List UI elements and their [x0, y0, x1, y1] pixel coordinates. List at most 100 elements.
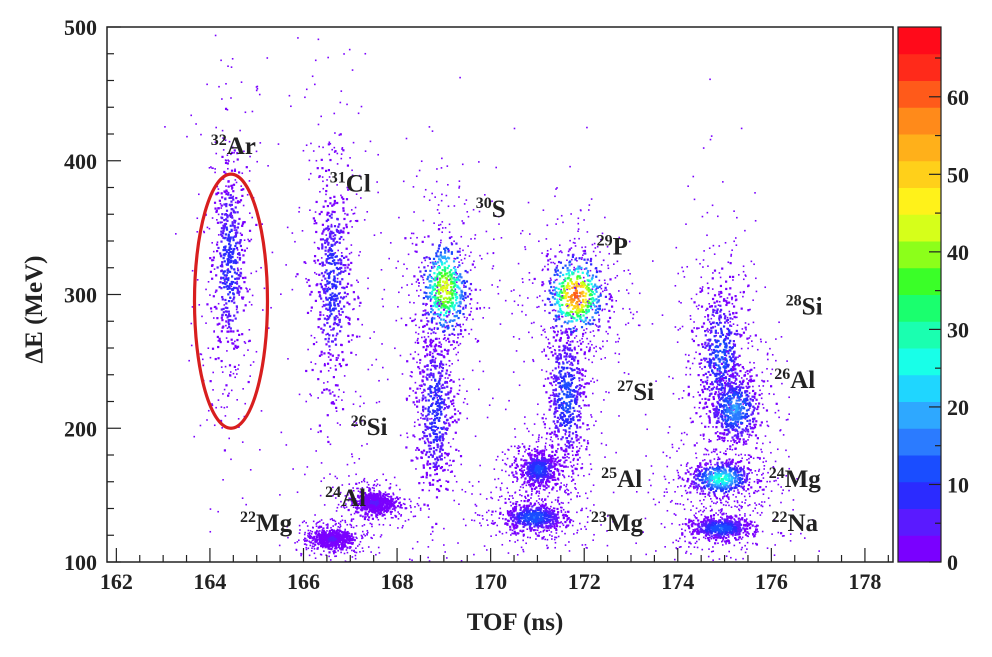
- heat-point: [745, 416, 749, 419]
- heat-point: [730, 409, 733, 412]
- heat-point: [742, 331, 746, 334]
- heat-point: [322, 300, 325, 303]
- heat-point: [745, 397, 748, 400]
- heat-point: [314, 262, 317, 264]
- heat-point: [342, 231, 345, 234]
- heat-point: [731, 249, 733, 252]
- heat-point: [408, 395, 411, 397]
- heat-point: [313, 222, 316, 225]
- heat-point: [474, 288, 477, 291]
- heat-point: [563, 424, 567, 428]
- heat-point: [222, 236, 225, 239]
- heat-point: [733, 240, 735, 243]
- heat-point: [415, 449, 417, 451]
- heat-point: [420, 275, 423, 278]
- heat-point: [411, 371, 413, 374]
- heat-point: [717, 351, 720, 354]
- heat-point: [452, 489, 454, 492]
- heat-point: [559, 339, 562, 342]
- heat-point: [442, 284, 445, 287]
- heat-point: [409, 317, 412, 319]
- heat-point: [560, 366, 564, 369]
- heat-point: [692, 505, 694, 507]
- heat-point: [211, 403, 213, 405]
- heat-point: [560, 402, 563, 405]
- heat-point: [190, 344, 193, 347]
- heat-point: [571, 417, 574, 420]
- heat-point: [432, 266, 435, 269]
- heat-point: [353, 425, 356, 427]
- heat-point: [329, 142, 332, 145]
- heat-point: [427, 313, 430, 316]
- heat-point: [248, 301, 251, 303]
- colorbar-segment: [898, 27, 941, 55]
- heat-point: [730, 391, 733, 394]
- heat-point: [576, 458, 580, 461]
- heat-point: [680, 301, 682, 304]
- heat-point: [381, 343, 383, 345]
- heat-point: [436, 209, 439, 211]
- heat-point: [480, 258, 483, 260]
- heat-point: [455, 341, 459, 344]
- heat-point: [555, 301, 559, 304]
- heat-point: [720, 422, 723, 425]
- heat-point: [320, 115, 322, 118]
- heat-point: [737, 391, 741, 394]
- heat-point: [236, 201, 239, 204]
- heat-point: [541, 299, 544, 302]
- heat-point: [255, 89, 258, 92]
- heat-point: [726, 365, 730, 368]
- heat-point: [582, 391, 585, 394]
- heat-point: [317, 397, 319, 399]
- heat-point: [433, 328, 436, 330]
- heat-point: [320, 462, 323, 464]
- heat-point: [231, 221, 234, 224]
- heat-point: [446, 266, 449, 270]
- heat-point: [227, 253, 231, 256]
- heat-point: [279, 494, 281, 496]
- heat-point: [746, 398, 749, 401]
- heat-point: [745, 394, 748, 397]
- heat-point: [744, 403, 748, 407]
- heat-point: [451, 294, 454, 297]
- heat-point: [687, 385, 690, 388]
- heat-point: [743, 429, 746, 432]
- heat-point: [695, 258, 698, 261]
- heat-point: [570, 303, 574, 307]
- heat-point: [722, 437, 725, 440]
- heat-point: [717, 357, 720, 360]
- heat-point: [717, 393, 719, 396]
- heat-point: [724, 241, 727, 244]
- heat-point: [728, 374, 731, 378]
- heat-point: [223, 286, 226, 289]
- heat-point: [352, 308, 354, 311]
- heat-point: [436, 303, 438, 305]
- heat-point: [553, 318, 555, 320]
- colorbar-segment: [898, 80, 941, 108]
- heat-point: [723, 405, 726, 408]
- heat-point: [543, 450, 546, 453]
- heat-point: [718, 388, 721, 391]
- heat-point: [698, 352, 701, 356]
- heat-point: [234, 317, 237, 320]
- heat-point: [347, 340, 351, 343]
- heat-point: [234, 206, 237, 209]
- heat-point: [558, 381, 562, 385]
- heat-point: [757, 402, 761, 405]
- heat-point: [737, 403, 740, 407]
- heat-point: [564, 314, 567, 317]
- heat-point: [342, 207, 345, 210]
- heat-point: [574, 356, 577, 359]
- heat-point: [469, 282, 473, 286]
- heat-point: [674, 284, 677, 287]
- heat-point: [239, 240, 242, 243]
- heat-point: [439, 313, 442, 316]
- heat-point: [332, 298, 335, 301]
- heat-point: [557, 382, 560, 385]
- heat-point: [224, 248, 227, 252]
- heat-point: [306, 281, 308, 284]
- heat-point: [454, 288, 457, 291]
- heat-point: [423, 340, 425, 343]
- heat-point: [222, 137, 224, 139]
- heat-point: [302, 149, 305, 152]
